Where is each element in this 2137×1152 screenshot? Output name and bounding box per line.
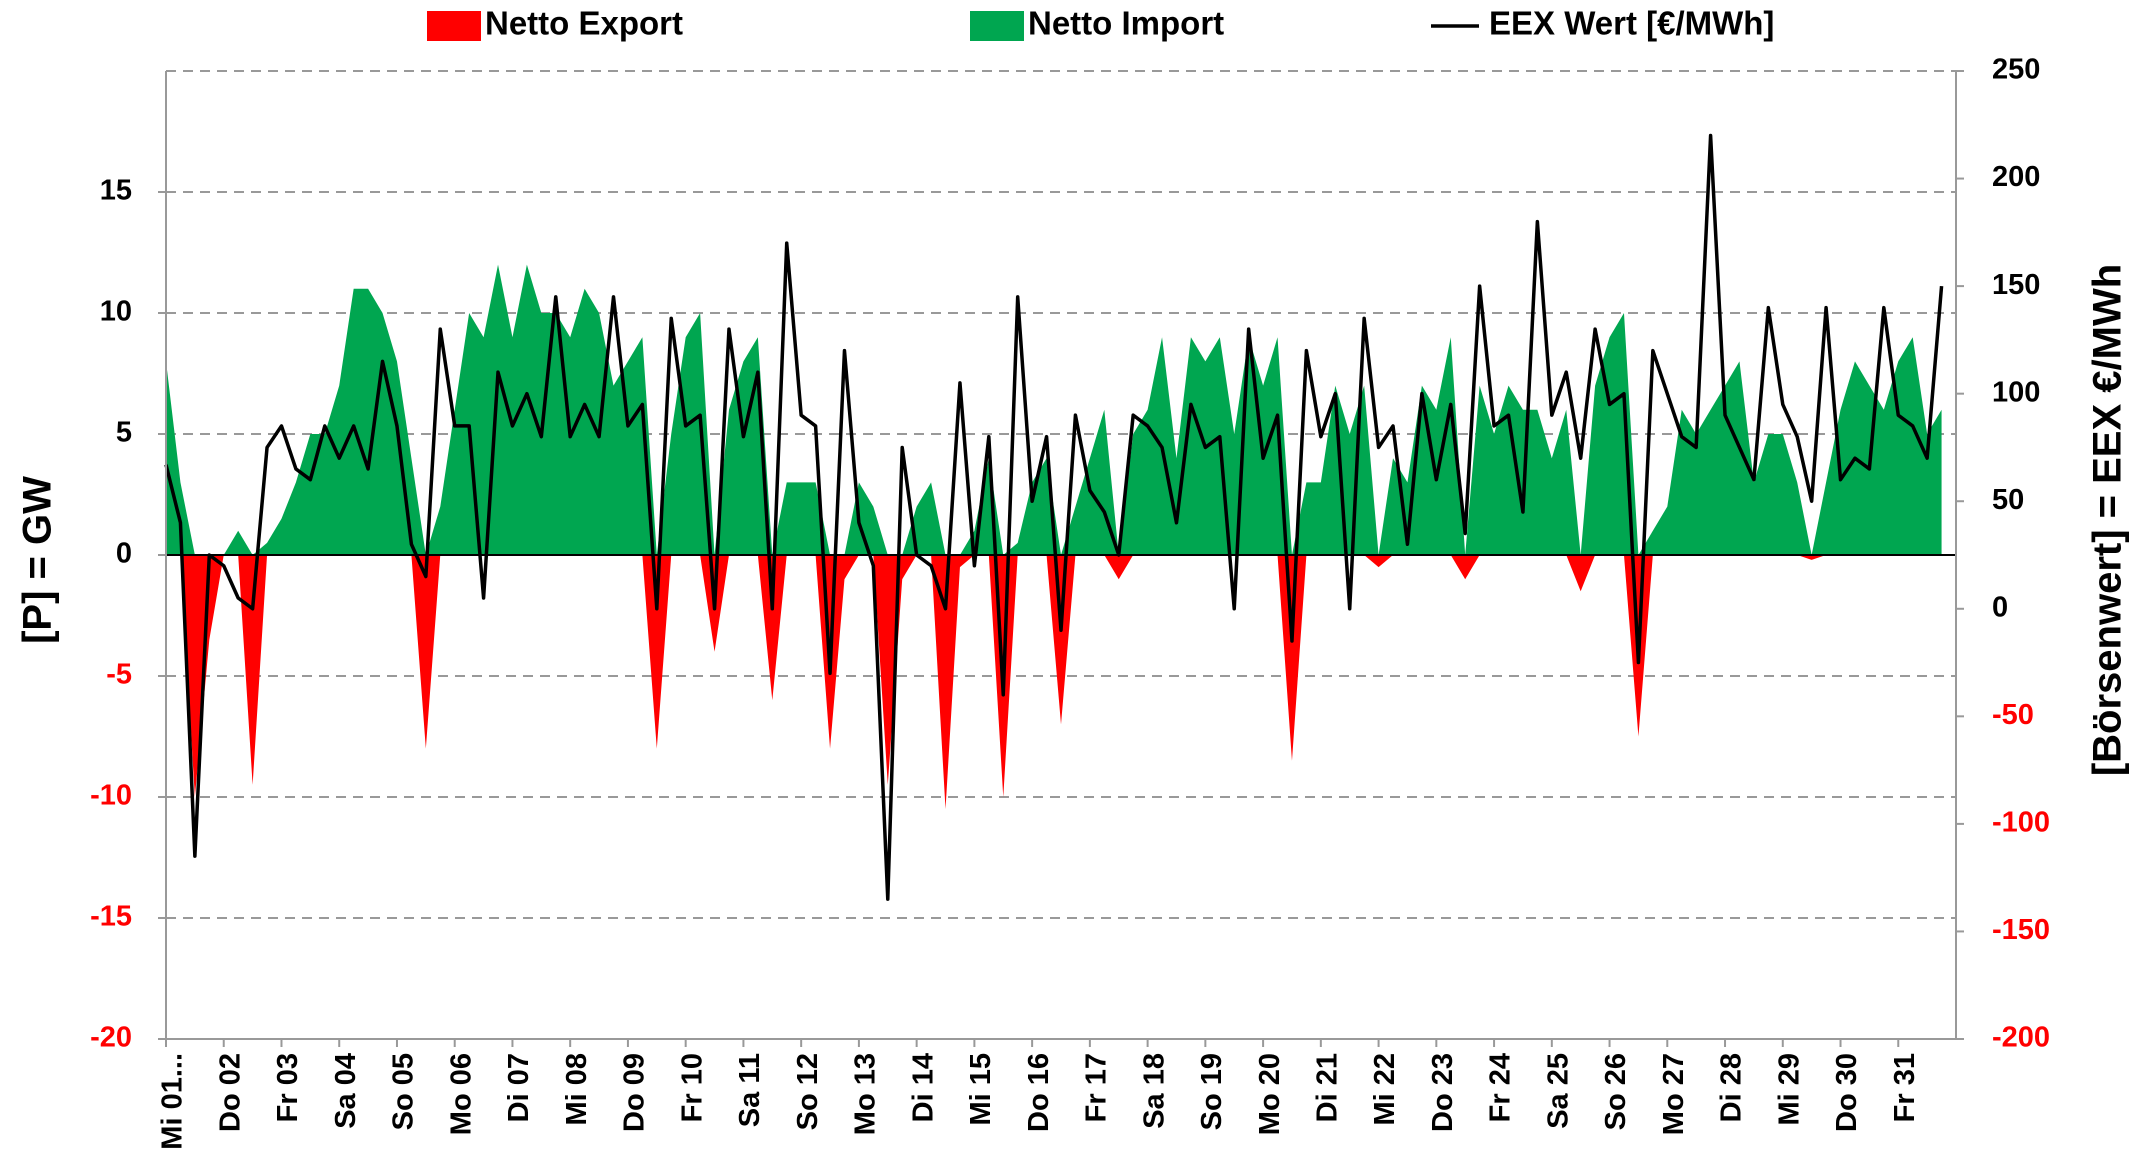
y2-tick-label: 200 — [1992, 161, 2040, 193]
x-tick-label: So 12 — [792, 1053, 824, 1130]
y-tick-label: 0 — [116, 538, 132, 570]
y-tick-label: -15 — [90, 901, 132, 933]
x-tick-label: Fr 03 — [272, 1053, 304, 1122]
x-tick-label: Sa 04 — [330, 1053, 362, 1129]
x-tick-label: Mo 13 — [850, 1053, 882, 1135]
y2-axis-title: [Börsenwert] = EEX €/MWh — [2086, 264, 2130, 776]
area — [166, 264, 1942, 555]
y-axis-title: [P] = GW — [16, 476, 60, 644]
area — [166, 555, 1942, 810]
legend-label: Netto Export — [485, 5, 683, 42]
x-tick-label: Fr 24 — [1485, 1053, 1517, 1122]
y-tick-label: 5 — [116, 417, 132, 449]
legend-swatch — [970, 11, 1024, 41]
x-tick-label: Mo 06 — [445, 1053, 477, 1135]
x-tick-label: Fr 17 — [1081, 1053, 1113, 1122]
y-tick-label: -20 — [90, 1022, 132, 1054]
x-tick-label: Sa 18 — [1138, 1053, 1170, 1129]
x-tick-label: Fr 10 — [676, 1053, 708, 1122]
y-tick-label: -10 — [90, 780, 132, 812]
x-tick-label: Do 09 — [619, 1053, 651, 1132]
x-tick-label: Do 02 — [214, 1053, 246, 1132]
y-tick-label: -5 — [106, 659, 132, 691]
x-tick-label: Mi 01... — [157, 1053, 189, 1150]
y2-tick-label: -50 — [1992, 699, 2034, 731]
x-tick-label: Mi 29 — [1773, 1053, 1805, 1126]
x-tick-label: So 26 — [1600, 1053, 1632, 1130]
legend-swatch — [427, 11, 481, 41]
x-tick-label: Sa 25 — [1542, 1053, 1574, 1129]
y2-tick-label: -100 — [1992, 807, 2050, 839]
x-tick-label: Do 23 — [1427, 1053, 1459, 1132]
x-tick-label: So 05 — [388, 1053, 420, 1130]
x-tick-label: Do 30 — [1831, 1053, 1863, 1132]
x-tick-label: Di 14 — [907, 1053, 939, 1122]
x-tick-label: Mo 20 — [1254, 1053, 1286, 1135]
x-tick-label: Mi 15 — [965, 1053, 997, 1126]
x-tick-label: Di 07 — [503, 1053, 535, 1122]
y2-tick-label: 150 — [1992, 269, 2040, 301]
x-tick-label: Fr 31 — [1889, 1053, 1921, 1122]
y2-tick-label: 100 — [1992, 376, 2040, 408]
x-tick-label: Mi 22 — [1369, 1053, 1401, 1126]
legend-label: Netto Import — [1028, 5, 1224, 42]
y2-tick-label: 250 — [1992, 54, 2040, 86]
legend-label: EEX Wert [€/MWh] — [1489, 5, 1774, 42]
y2-tick-label: 50 — [1992, 484, 2024, 516]
y2-tick-label: -200 — [1992, 1022, 2050, 1054]
x-tick-label: Sa 11 — [734, 1053, 766, 1127]
x-tick-label: Di 21 — [1311, 1053, 1343, 1122]
y2-tick-label: 0 — [1992, 591, 2008, 623]
y2-tick-label: -150 — [1992, 914, 2050, 946]
x-tick-label: So 19 — [1196, 1053, 1228, 1130]
y-tick-label: 15 — [100, 175, 132, 207]
line — [164, 133, 1944, 901]
x-tick-label: Do 16 — [1023, 1053, 1055, 1132]
x-tick-label: Mi 08 — [561, 1053, 593, 1126]
x-tick-label: Di 28 — [1716, 1053, 1748, 1122]
x-tick-label: Mo 27 — [1658, 1053, 1690, 1135]
y-tick-label: 10 — [100, 296, 132, 328]
